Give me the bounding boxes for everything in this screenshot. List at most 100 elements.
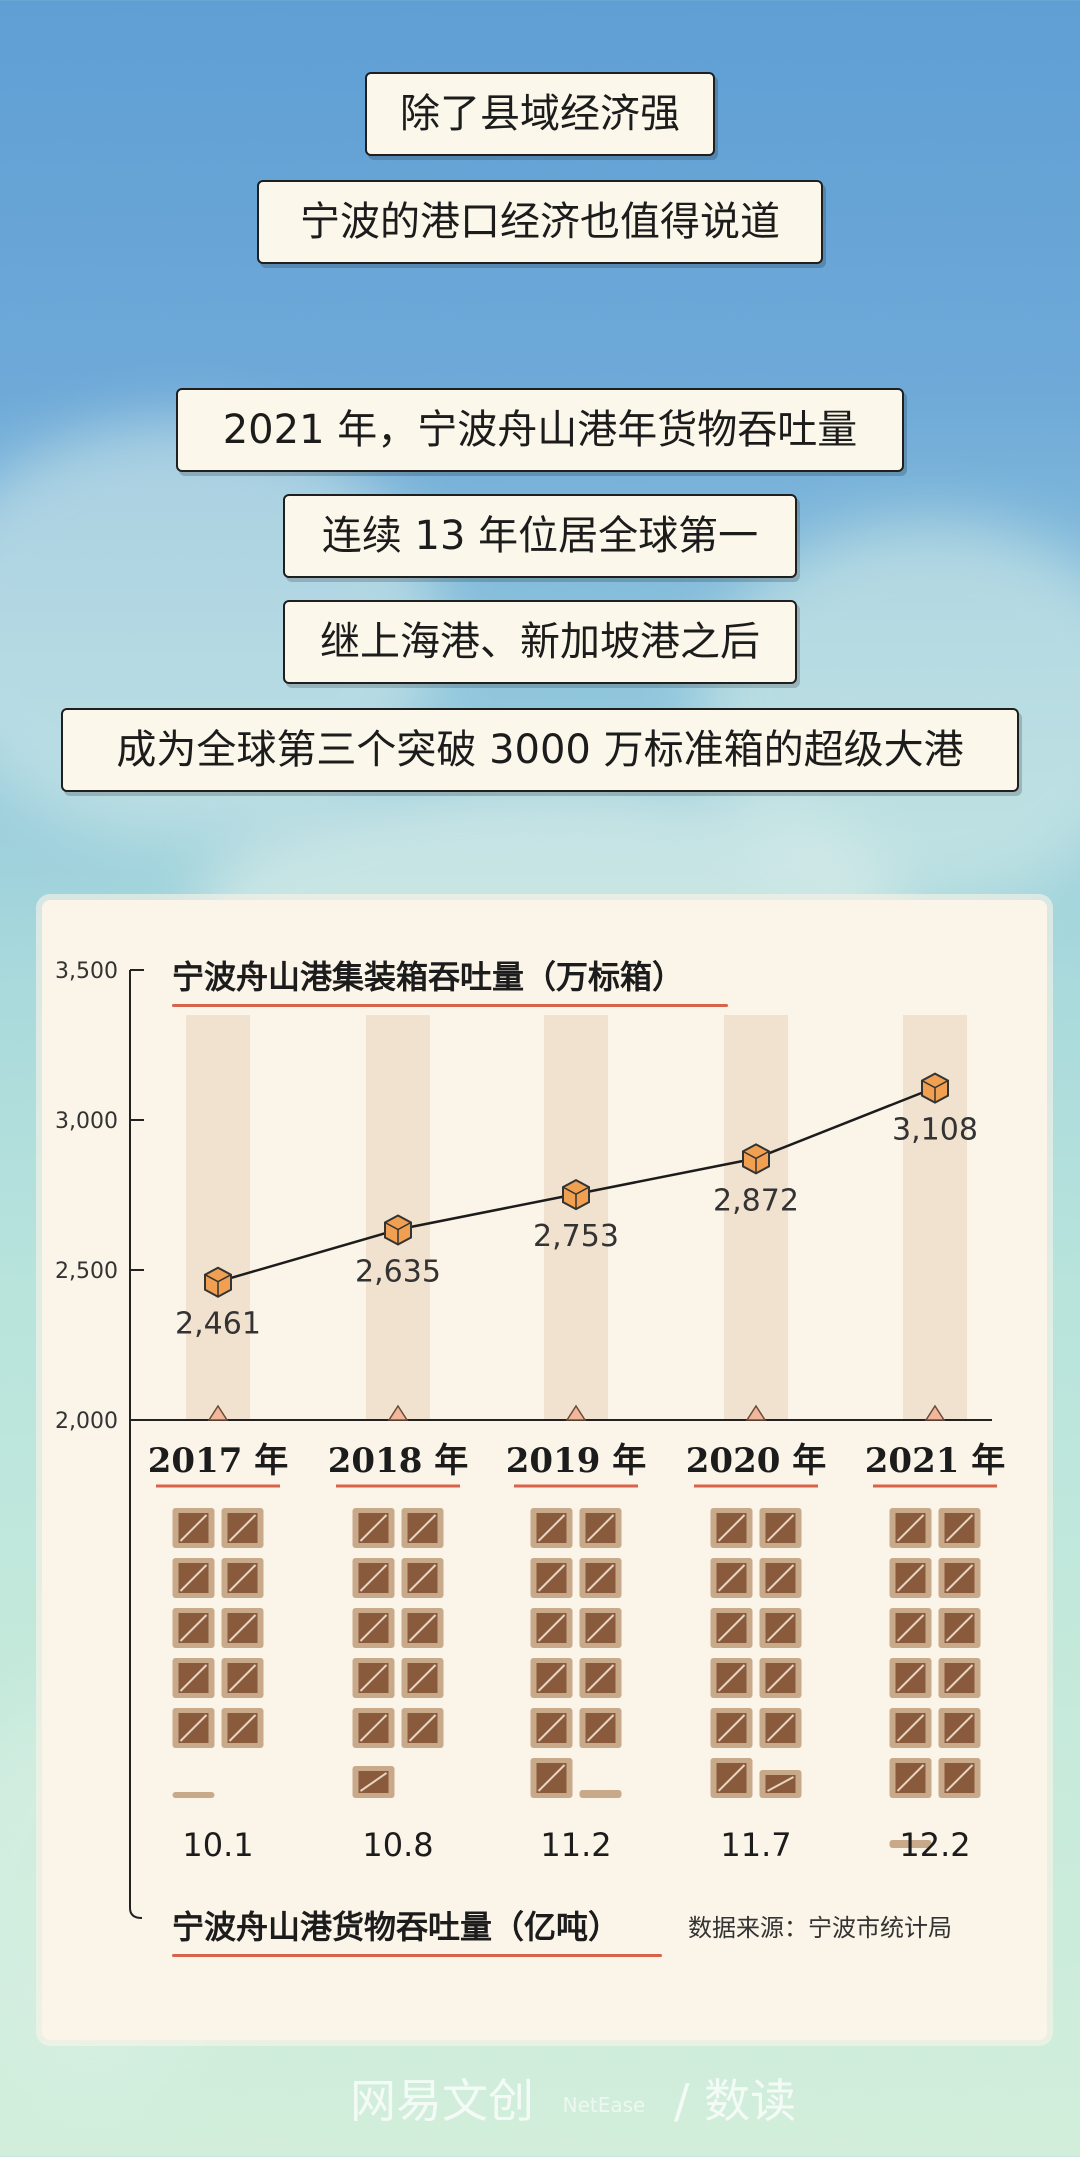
cargo-box-strap-3-11: [767, 1776, 794, 1792]
cargo-box-strap-0-2: [179, 1564, 208, 1592]
cargo-box-strap-4-11: [945, 1764, 974, 1792]
cargo-box-strap-2-9: [586, 1714, 615, 1742]
cargo-box-strap-4-3: [945, 1564, 974, 1592]
cargo-value-3: 11.7: [720, 1826, 791, 1864]
data-point-cube-edge-0: [204, 1274, 232, 1297]
watermark-main: 网易文创: [350, 2074, 534, 2128]
watermark-separator: /: [673, 2074, 690, 2128]
caption-5: 继上海港、新加坡港之后: [283, 600, 797, 684]
watermark-sub: 数读: [704, 2074, 797, 2128]
cargo-box-strap-0-4: [179, 1614, 208, 1642]
year-label-0: 2017 年: [148, 1441, 288, 1481]
year-marker-1: [387, 1404, 409, 1421]
year-marker-2: [565, 1404, 587, 1421]
cargo-box-strap-1-9: [408, 1714, 437, 1742]
cargo-box-strap-0-1: [228, 1514, 257, 1542]
cargo-box-strap-4-7: [945, 1664, 974, 1692]
cargo-box-strap-2-2: [537, 1564, 566, 1592]
cargo-box-strap-4-2: [896, 1564, 925, 1592]
data-source: 数据来源：宁波市统计局: [688, 1914, 952, 1942]
cargo-box-strap-1-1: [408, 1514, 437, 1542]
year-label-1: 2018 年: [328, 1441, 468, 1481]
year-label-4: 2021 年: [865, 1441, 1005, 1481]
y-tick-label-0: 2,000: [55, 1409, 118, 1434]
year-label-2: 2019 年: [506, 1441, 646, 1481]
cargo-box-strap-2-7: [586, 1664, 615, 1692]
cargo-box-strap-0-0: [179, 1514, 208, 1542]
data-point-4: [921, 1072, 949, 1104]
cargo-box-strap-4-10: [896, 1764, 925, 1792]
cargo-value-1: 10.8: [362, 1826, 433, 1864]
year-marker-3: [745, 1404, 767, 1421]
data-point-2: [562, 1178, 590, 1211]
cargo-box-strap-0-5: [228, 1614, 257, 1642]
data-point-cube-edge-4: [921, 1079, 949, 1103]
cargo-box-strap-1-4: [359, 1614, 388, 1642]
cargo-box-strap-4-5: [945, 1614, 974, 1642]
cargo-box-strap-4-4: [896, 1614, 925, 1642]
cargo-box-strap-4-6: [896, 1664, 925, 1692]
year-column-bg-2: [544, 1015, 608, 1420]
cargo-box-strap-4-9: [945, 1714, 974, 1742]
cargo-box-strap-4-0: [896, 1514, 925, 1542]
data-point-0: [204, 1266, 232, 1298]
data-point-1: [384, 1214, 412, 1246]
cargo-box-strap-3-3: [766, 1564, 795, 1592]
caption-3: 2021 年，宁波舟山港年货物吞吐量: [176, 388, 904, 472]
data-point-cube-edge-2: [562, 1186, 590, 1210]
cargo-box-strap-1-3: [408, 1564, 437, 1592]
cargo-box-strap-3-2: [717, 1564, 746, 1592]
data-point-cube-edge-1: [384, 1221, 412, 1245]
cargo-title-underline: [172, 1954, 662, 1957]
cargo-box-strap-3-7: [766, 1664, 795, 1692]
watermark: 网易文创 NetEase / 数读: [350, 2065, 796, 2131]
caption-1: 除了县域经济强: [365, 72, 715, 156]
data-label-2: 2,753: [533, 1219, 619, 1254]
cargo-box-strap-2-6: [537, 1664, 566, 1692]
cargo-box-2-11: [579, 1790, 622, 1798]
y-tick-label-2: 3,000: [55, 1109, 118, 1134]
cargo-box-strap-1-10: [359, 1772, 388, 1792]
cargo-box-strap-3-1: [766, 1514, 795, 1542]
caption-4: 连续 13 年位居全球第一: [283, 494, 797, 578]
caption-2: 宁波的港口经济也值得说道: [257, 180, 823, 264]
watermark-small: NetEase: [562, 2092, 646, 2117]
axis-end-curve: [129, 1907, 143, 1919]
cargo-box-strap-1-7: [408, 1664, 437, 1692]
year-marker-4: [924, 1404, 946, 1421]
cargo-value-4: 12.2: [899, 1826, 970, 1864]
data-label-0: 2,461: [175, 1307, 261, 1342]
cargo-box-strap-3-5: [766, 1614, 795, 1642]
year-column-bg-3: [724, 1015, 788, 1420]
year-marker-0: [207, 1404, 229, 1421]
cargo-box-strap-2-0: [537, 1514, 566, 1542]
cargo-box-strap-1-2: [359, 1564, 388, 1592]
cargo-box-strap-4-1: [945, 1514, 974, 1542]
cargo-box-strap-0-8: [179, 1714, 208, 1742]
cargo-box-strap-2-1: [586, 1514, 615, 1542]
year-column-bg-0: [186, 1015, 250, 1420]
cargo-box-strap-3-0: [717, 1514, 746, 1542]
caption-6: 成为全球第三个突破 3000 万标准箱的超级大港: [61, 708, 1019, 792]
cargo-box-strap-2-5: [586, 1614, 615, 1642]
data-label-1: 2,635: [355, 1255, 441, 1290]
cargo-box-strap-2-4: [537, 1614, 566, 1642]
cargo-box-0-10: [172, 1792, 215, 1798]
cargo-box-strap-3-9: [766, 1714, 795, 1742]
container-chart-title: 宁波舟山港集装箱吞吐量（万标箱）: [172, 958, 685, 996]
cargo-box-strap-3-6: [717, 1664, 746, 1692]
cargo-box-strap-2-10: [537, 1764, 566, 1792]
data-label-4: 3,108: [892, 1113, 978, 1148]
data-label-3: 2,872: [713, 1183, 799, 1218]
data-point-cube-edge-3: [742, 1150, 770, 1174]
cargo-box-strap-0-9: [228, 1714, 257, 1742]
y-tick-label-3: 3,500: [55, 959, 118, 984]
cargo-box-4-12: [889, 1840, 932, 1848]
cargo-box-strap-3-8: [717, 1714, 746, 1742]
cargo-box-strap-2-3: [586, 1564, 615, 1592]
container-title-underline: [172, 1004, 728, 1007]
cargo-box-strap-1-8: [359, 1714, 388, 1742]
cargo-box-strap-2-8: [537, 1714, 566, 1742]
cargo-box-strap-3-4: [717, 1614, 746, 1642]
